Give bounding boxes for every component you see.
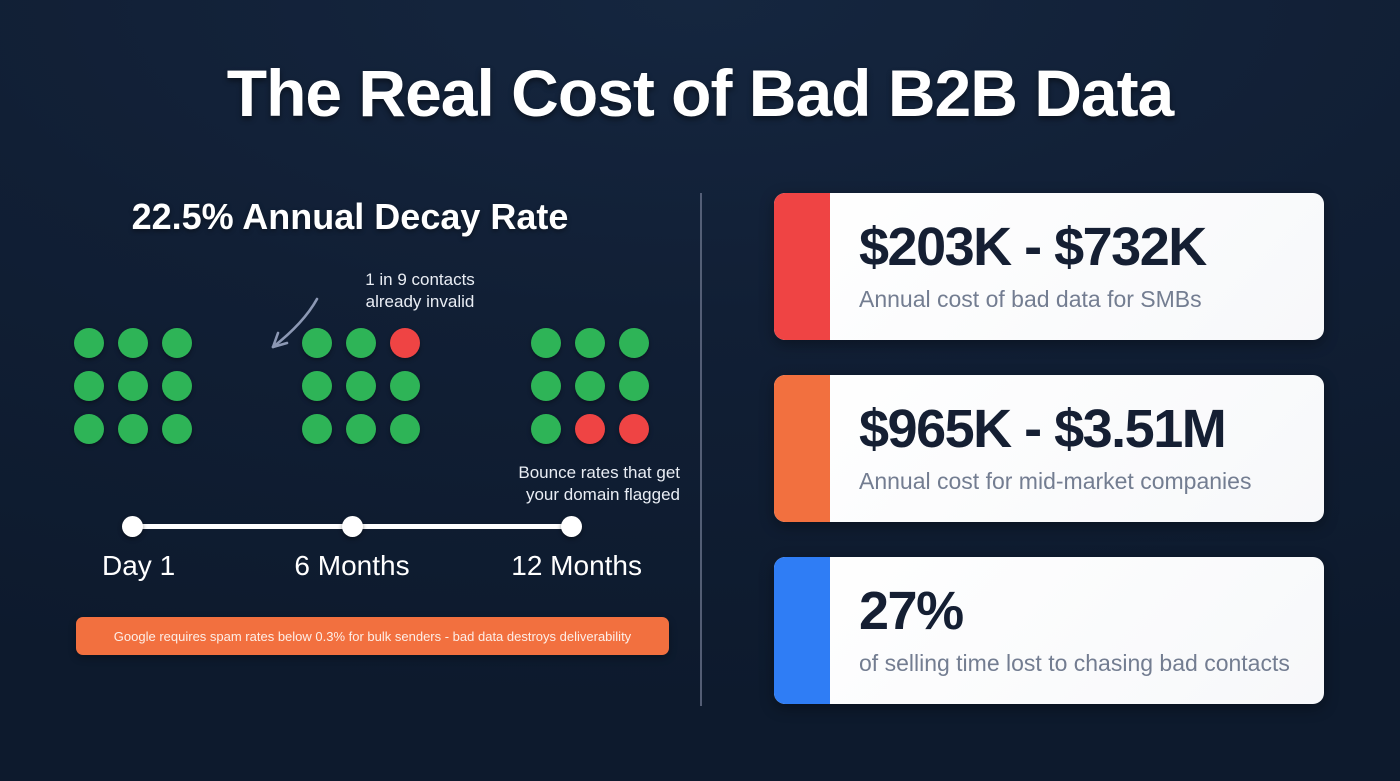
contact-dot-green [162, 328, 192, 358]
stat-card[interactable]: $965K - $3.51M Annual cost for mid-market… [774, 375, 1324, 522]
dot-grid-row [74, 371, 209, 401]
dot-grid-row [74, 328, 209, 358]
timeline: Day 1 6 Months 12 Months [102, 510, 642, 600]
dot-grid-row [531, 328, 666, 358]
annotation-bounce-rates: Bounce rates that get your domain flagge… [440, 462, 680, 506]
contact-dot-green [531, 328, 561, 358]
dot-grid-day-1 [74, 328, 209, 444]
timeline-label-6-months: 6 Months [294, 550, 410, 581]
annotation-invalid-line-1: 1 in 9 contacts [365, 270, 475, 289]
contact-dot-green [74, 414, 104, 444]
dot-grid-6-months [302, 328, 437, 444]
stat-card[interactable]: 27% of selling time lost to chasing bad c… [774, 557, 1324, 704]
dot-grid-row [74, 414, 209, 444]
dot-grid-group [0, 328, 700, 448]
contact-dot-green [302, 371, 332, 401]
annotation-bounce-line-1: Bounce rates that get [518, 463, 680, 482]
contact-dot-green [118, 414, 148, 444]
contact-dot-green [162, 371, 192, 401]
stat-card-body: $965K - $3.51M Annual cost for mid-market… [830, 375, 1324, 522]
contact-dot-green [74, 328, 104, 358]
timeline-label-12-months: 12 Months [511, 550, 642, 581]
contact-dot-red [575, 414, 605, 444]
stat-card-value: $203K - $732K [859, 217, 1207, 277]
stat-card-value: $965K - $3.51M [859, 399, 1227, 459]
spam-rate-banner-text: Google requires spam rates below 0.3% fo… [113, 628, 632, 644]
stat-card-body: $203K - $732K Annual cost of bad data for… [830, 193, 1324, 340]
contact-dot-green [390, 414, 420, 444]
timeline-node-day-1[interactable] [122, 516, 143, 537]
curved-arrow-icon [271, 297, 319, 349]
stat-card-value: 27% [859, 581, 964, 641]
contact-dot-green [118, 371, 148, 401]
stat-card-accent-bar [774, 375, 830, 522]
contact-dot-green [118, 328, 148, 358]
annotation-bounce-line-2: your domain flagged [525, 484, 680, 504]
annotation-invalid-contacts: 1 in 9 contacts already invalid [290, 269, 550, 313]
contact-dot-green [390, 371, 420, 401]
dot-grid-12-months [531, 328, 666, 444]
dot-grid-row [302, 328, 437, 358]
contact-dot-green [531, 414, 561, 444]
contact-dot-green [619, 371, 649, 401]
stat-card-accent-bar [774, 193, 830, 340]
decay-rate-panel: 22.5% Annual Decay Rate 1 in 9 contacts … [0, 180, 700, 720]
stat-card-list: $203K - $732K Annual cost of bad data for… [774, 193, 1324, 704]
contact-dot-green [346, 328, 376, 358]
page-title: The Real Cost of Bad B2B Data [226, 56, 1175, 130]
contact-dot-red [390, 328, 420, 358]
contact-dot-green [346, 414, 376, 444]
section-heading: 22.5% Annual Decay Rate [131, 196, 569, 237]
stat-card[interactable]: $203K - $732K Annual cost of bad data for… [774, 193, 1324, 340]
timeline-node-12-months[interactable] [561, 516, 582, 537]
stat-card-label: of selling time lost to chasing bad cont… [859, 649, 1290, 676]
contact-dot-green [575, 371, 605, 401]
dot-grid-row [531, 414, 666, 444]
stat-card-body: 27% of selling time lost to chasing bad c… [830, 557, 1324, 704]
contact-dot-green [346, 371, 376, 401]
contact-dot-red [619, 414, 649, 444]
vertical-divider [700, 193, 702, 706]
annotation-invalid-line-2: already invalid [365, 291, 475, 311]
contact-dot-green [575, 328, 605, 358]
stat-card-label: Annual cost for mid-market companies [859, 467, 1252, 494]
contact-dot-green [302, 328, 332, 358]
dot-grid-row [302, 414, 437, 444]
contact-dot-green [74, 371, 104, 401]
dot-grid-row [302, 371, 437, 401]
contact-dot-green [162, 414, 192, 444]
timeline-label-day-1: Day 1 [102, 550, 176, 581]
timeline-node-6-months[interactable] [342, 516, 363, 537]
stat-card-label: Annual cost of bad data for SMBs [859, 285, 1202, 312]
spam-rate-banner: Google requires spam rates below 0.3% fo… [76, 617, 669, 655]
contact-dot-green [531, 371, 561, 401]
stat-card-accent-bar [774, 557, 830, 704]
contact-dot-green [619, 328, 649, 358]
contact-dot-green [302, 414, 332, 444]
dot-grid-row [531, 371, 666, 401]
